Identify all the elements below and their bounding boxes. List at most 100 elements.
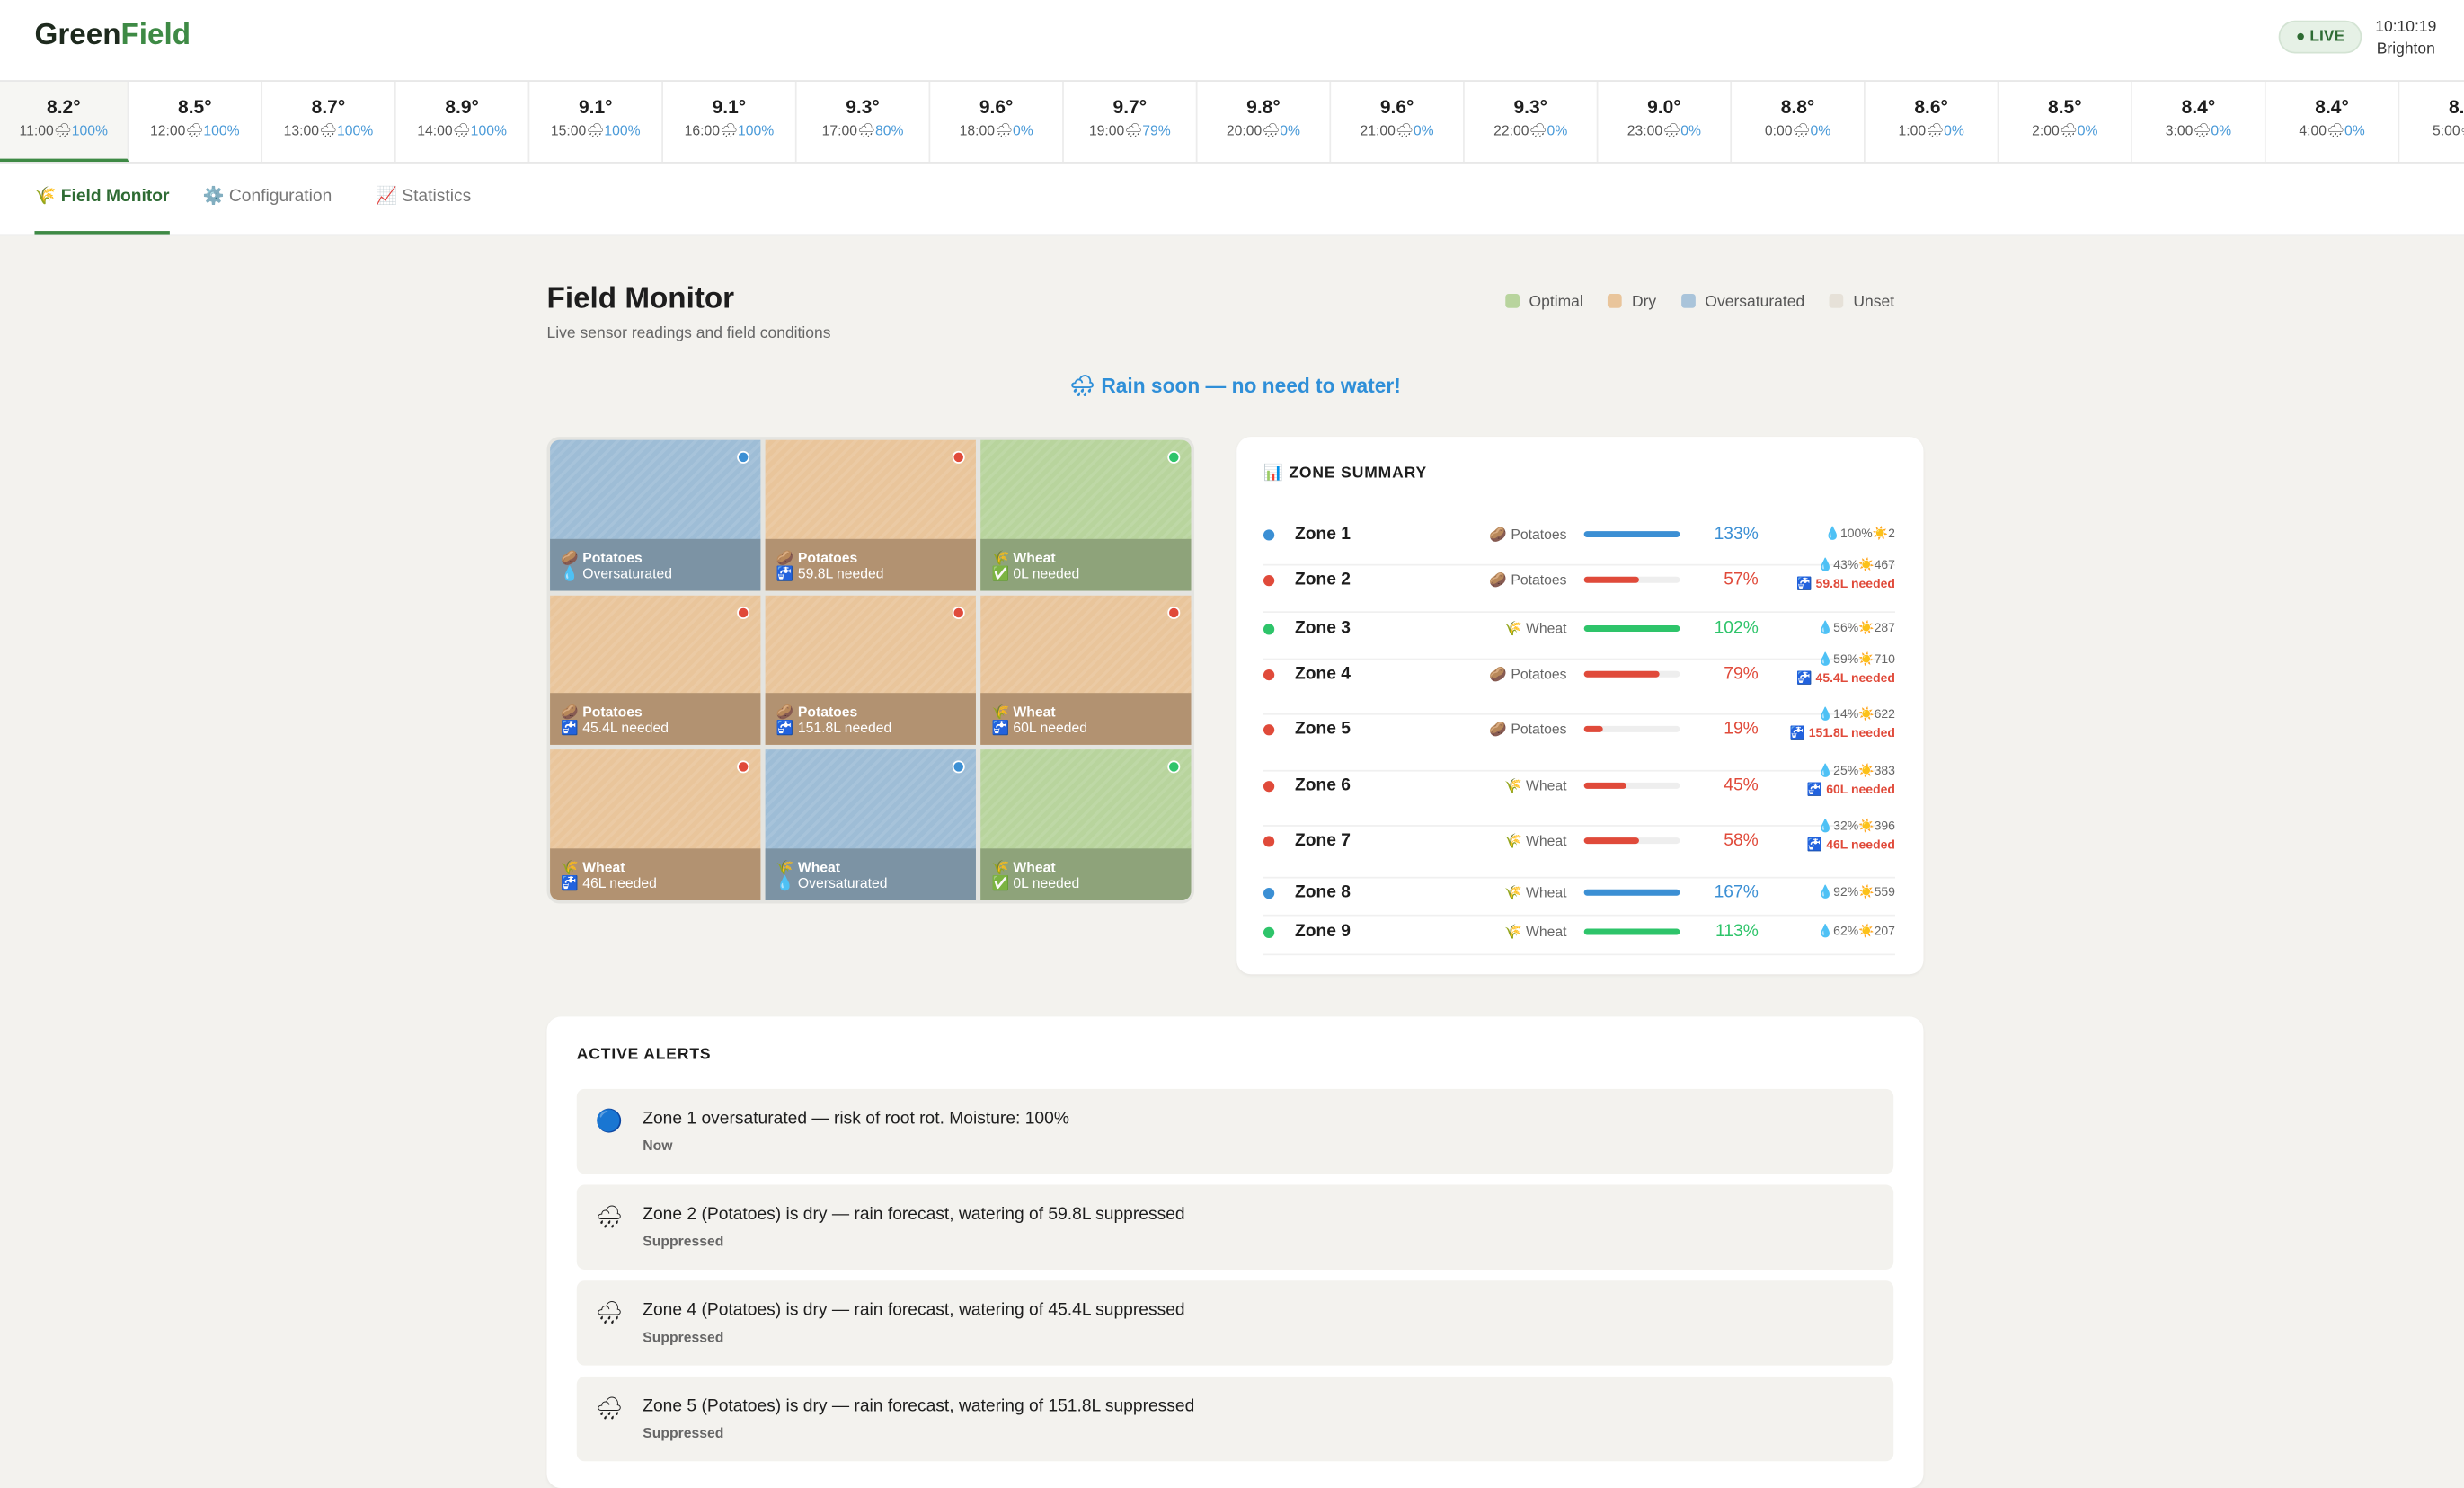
- zone-meta: 💧56%☀️287: [1818, 621, 1895, 635]
- moisture: 💧25%: [1817, 763, 1859, 778]
- crop: 🥔 Potatoes: [776, 549, 858, 565]
- forecast-item: 9.6° 18:00🌧0%: [930, 81, 1064, 163]
- zone-cell[interactable]: 🌾 Wheat ✅ 0L needed: [980, 749, 1192, 900]
- top-bar: GreenField ● LIVE 10:10:19 Brighton: [0, 0, 2464, 82]
- forecast-item: 9.7° 19:00🌧79%: [1064, 81, 1198, 163]
- moisture-track: [1583, 670, 1680, 678]
- zone-percent: 133%: [1714, 525, 1759, 545]
- zone-cell[interactable]: 🥔 Potatoes 🚰 59.8L needed: [765, 439, 976, 590]
- temperature: 8.5°: [2048, 95, 2082, 119]
- status-dot: [1263, 724, 1275, 736]
- hour: 5:00: [2433, 122, 2460, 138]
- status-dot: [1263, 669, 1275, 681]
- crop: 🌾 Wheat: [561, 859, 625, 876]
- zone-meta: 💧92%☀️559: [1818, 885, 1895, 899]
- forecast-sub: 0:00🌧0%: [1732, 122, 1864, 139]
- moisture-track: [1583, 531, 1680, 538]
- forecast-sub: 11:00🌧100%: [0, 122, 128, 139]
- rain-icon: 🌧: [2059, 122, 2078, 138]
- zone-cell[interactable]: 🥔 Potatoes 💧 Oversaturated: [550, 439, 761, 590]
- status: 🚰 59.8L needed: [776, 564, 884, 581]
- forecast-item: 9.3° 17:00🌧80%: [797, 81, 931, 163]
- forecast-item: 8.5° 12:00🌧100%: [129, 81, 263, 163]
- temperature: 9.3°: [1513, 95, 1548, 119]
- temperature: 8.8°: [1780, 95, 1815, 119]
- zone-cell[interactable]: 🌾 Wheat ✅ 0L needed: [980, 439, 1192, 590]
- hour: 16:00: [684, 122, 720, 138]
- alert-icon: 🔵: [595, 1107, 624, 1133]
- zone-name: Zone 4: [1294, 664, 1351, 684]
- swatch: [1608, 294, 1623, 308]
- status: 🚰 46L needed: [561, 875, 657, 891]
- page-title: Field Monitor: [546, 282, 735, 316]
- water-needed: 🚰 59.8L needed: [1796, 576, 1895, 591]
- alert-meta: Suppressed: [643, 1329, 724, 1345]
- zone-crop: 🥔 Potatoes: [1489, 721, 1567, 738]
- status: ✅ 0L needed: [991, 875, 1080, 891]
- sun: ☀️710: [1858, 651, 1895, 667]
- temperature: 8.7°: [311, 95, 346, 119]
- brand[interactable]: GreenField: [34, 19, 191, 53]
- zone-name: Zone 7: [1294, 831, 1351, 851]
- status-dot: [1263, 529, 1275, 541]
- rain-icon: 🌧: [719, 122, 738, 138]
- rain-icon: 🌧: [994, 122, 1013, 138]
- alert-text: Zone 5 (Potatoes) is dry — rain forecast…: [643, 1396, 1195, 1416]
- rain-icon: 🌧: [1926, 122, 1945, 138]
- forecast-sub: 14:00🌧100%: [396, 122, 528, 139]
- status: 💧 Oversaturated: [561, 564, 672, 581]
- alert-icon: 🌧: [595, 1395, 624, 1421]
- forecast-sub: 15:00🌧100%: [529, 122, 661, 139]
- temperature: 9.1°: [578, 95, 613, 119]
- precip: 100%: [470, 122, 507, 138]
- precip: 0%: [1413, 122, 1434, 138]
- alert-text: Zone 1 oversaturated — risk of root rot.…: [643, 1109, 1069, 1129]
- legend-item: Optimal: [1505, 294, 1583, 311]
- zone-name: Zone 1: [1294, 525, 1351, 545]
- tab[interactable]: 📈 Statistics: [375, 187, 472, 207]
- zone-crop: 🌾 Wheat: [1504, 884, 1567, 901]
- rain-icon: 🌧: [1662, 122, 1681, 138]
- hour: 2:00: [2032, 122, 2060, 138]
- moisture: 💧43%: [1817, 557, 1859, 572]
- forecast-item: 8.9° 14:00🌧100%: [396, 81, 530, 163]
- status-dot: [1263, 624, 1275, 635]
- zone-cell[interactable]: 🥔 Potatoes 🚰 151.8L needed: [765, 595, 976, 746]
- crop: 🌾 Wheat: [991, 704, 1056, 721]
- status-dot: [737, 450, 750, 464]
- forecast-strip: 8.2° 11:00🌧100% 8.5° 12:00🌧100% 8.7° 13:00🌧10…: [0, 81, 2464, 164]
- location: Brighton: [2376, 40, 2435, 58]
- forecast-sub: 13:00🌧100%: [262, 122, 394, 139]
- cell-label: 🥔 Potatoes 🚰 59.8L needed: [765, 538, 976, 590]
- zone-cell[interactable]: 🌾 Wheat 🚰 60L needed: [980, 595, 1192, 746]
- temperature: 9.8°: [1246, 95, 1281, 119]
- zone-row: Zone 3 🌾 Wheat 102% 💧56%☀️287: [1263, 611, 1895, 660]
- precip: 100%: [337, 122, 374, 138]
- forecast-item: 9.1° 15:00🌧100%: [529, 81, 663, 163]
- zone-name: Zone 8: [1294, 882, 1351, 902]
- forecast-item: 8.4° 4:00🌧0%: [2266, 81, 2400, 163]
- zone-crop: 🥔 Potatoes: [1489, 666, 1567, 682]
- zone-cell[interactable]: 🌾 Wheat 💧 Oversaturated: [765, 749, 976, 900]
- moisture: 💧62%: [1817, 924, 1859, 938]
- zone-crop: 🥔 Potatoes: [1489, 526, 1567, 543]
- moisture: 💧100%: [1824, 526, 1873, 541]
- moisture: 💧32%: [1817, 819, 1859, 833]
- swatch: [1681, 294, 1696, 308]
- zone-cell[interactable]: 🌾 Wheat 🚰 46L needed: [550, 749, 761, 900]
- moisture-bar: [1583, 725, 1602, 732]
- forecast-sub: 22:00🌧0%: [1465, 122, 1597, 139]
- tab[interactable]: ⚙️ Configuration: [202, 187, 332, 207]
- zone-meta: 💧32%☀️396 🚰 46L needed: [1807, 819, 1895, 852]
- sun: ☀️287: [1858, 620, 1895, 635]
- zone-cell[interactable]: 🥔 Potatoes 🚰 45.4L needed: [550, 595, 761, 746]
- forecast-sub: 5:00🌧0%: [2399, 122, 2464, 139]
- rain-icon: 🌧: [2460, 122, 2464, 137]
- zone-meta: 💧62%☀️207: [1818, 924, 1895, 938]
- precip: 0%: [1012, 122, 1033, 138]
- legend-label: Oversaturated: [1705, 294, 1805, 312]
- hour: 3:00: [2165, 122, 2194, 138]
- rain-icon: 🌧: [1124, 122, 1143, 138]
- tab[interactable]: 🌾 Field Monitor: [34, 164, 170, 235]
